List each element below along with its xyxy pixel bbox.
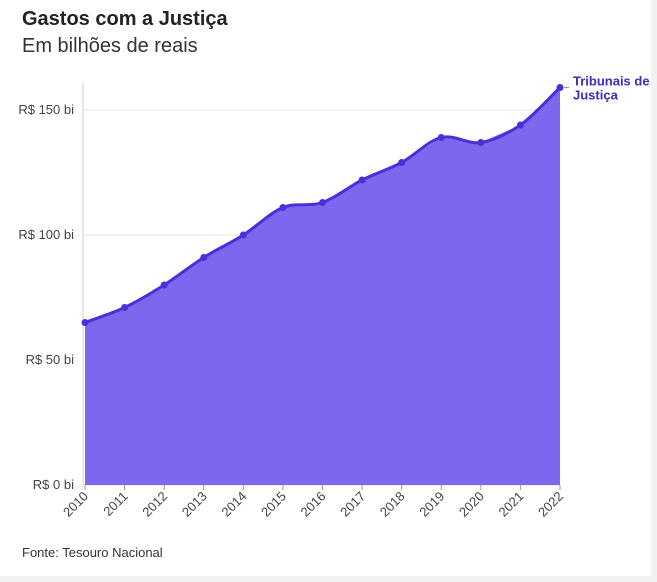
data-point [81, 319, 89, 326]
x-tick-label: 2022 [535, 489, 566, 520]
data-point [556, 84, 564, 91]
x-tick-label: 2019 [416, 489, 447, 520]
x-tick-label: 2018 [377, 489, 408, 520]
series-label: Tribunais de Justiça [573, 74, 650, 103]
chart-title: Gastos com a Justiça [22, 8, 228, 30]
y-tick-label: R$ 0 bi [33, 477, 74, 492]
x-tick-label: 2016 [298, 489, 329, 520]
series-label-layer: Tribunais de Justiça [564, 74, 650, 103]
data-point [477, 139, 485, 146]
x-axis-ticks: 2010 2011 2012 2013 2014 2015 2016 2017 2018 2019… [60, 485, 566, 520]
data-point [398, 159, 406, 166]
x-tick-label: 2011 [100, 489, 130, 519]
data-point [239, 231, 247, 239]
data-point [358, 176, 366, 184]
bottom-border [0, 576, 657, 582]
x-tick-label: 2017 [337, 489, 368, 520]
x-tick-label: 2014 [218, 489, 249, 520]
data-point [319, 199, 326, 206]
x-tick-label: 2020 [456, 489, 487, 520]
right-border [651, 0, 657, 582]
data-points [81, 84, 564, 326]
x-tick-label: 2015 [258, 489, 289, 520]
series-area [85, 87, 560, 485]
x-tick-label: 2012 [139, 489, 170, 520]
data-point [516, 121, 524, 129]
y-tick-label: R$ 50 bi [26, 352, 75, 367]
x-tick-label: 2013 [179, 489, 210, 520]
data-point [160, 281, 168, 289]
x-tick-label: 2010 [60, 489, 91, 520]
area-layer [84, 86, 562, 485]
data-point [437, 134, 445, 141]
x-tick-label: 2021 [495, 489, 526, 520]
data-point [121, 304, 129, 311]
chart-subtitle: Em bilhões de reais [22, 35, 198, 57]
y-tick-label: R$ 150 bi [18, 102, 74, 117]
data-point [200, 254, 208, 261]
data-point [279, 204, 287, 211]
y-tick-label: R$ 100 bi [18, 227, 74, 242]
y-axis-ticks: R$ 0 bi R$ 50 bi R$ 100 bi R$ 150 bi [18, 102, 74, 492]
source-note: Fonte: Tesouro Nacional [22, 545, 163, 560]
